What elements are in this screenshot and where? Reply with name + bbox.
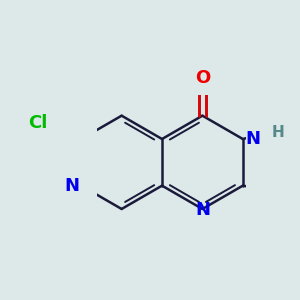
Text: N: N xyxy=(245,130,260,148)
Text: N: N xyxy=(64,177,79,195)
Text: H: H xyxy=(272,124,284,140)
Text: Cl: Cl xyxy=(28,114,48,132)
Text: O: O xyxy=(195,69,210,87)
Text: N: N xyxy=(195,201,210,219)
